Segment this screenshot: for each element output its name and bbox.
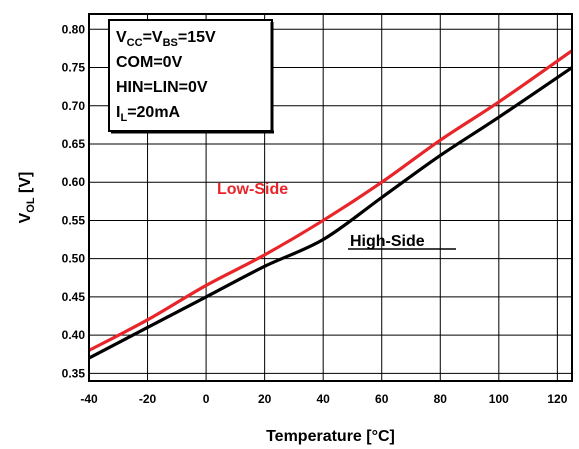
y-axis-title-unit: [V] (17, 172, 34, 198)
condition-text: =15V (178, 29, 216, 46)
x-tick-label: 20 (258, 392, 272, 406)
condition-line: IL=20mA (116, 104, 181, 124)
series-label-high-side: High-Side (350, 233, 425, 250)
series-labels: Low-Side High-Side (217, 181, 456, 250)
series-lines (88, 49, 573, 360)
conditions-box: VCC=VBS=15V COM=0V HIN=LIN=0V IL=20mA (108, 19, 274, 134)
x-tick-label: 60 (375, 392, 389, 406)
condition-text: HIN=LIN=0V (116, 79, 208, 96)
y-tick-label: 0.75 (62, 61, 86, 75)
tick-labels: -40 -20 0 20 40 60 80 100 120 0.35 0.40 0.45 0.50 0.5… (62, 22, 568, 406)
series-line-high-side (88, 66, 573, 360)
x-tick-label: -20 (139, 392, 157, 406)
condition-line: VCC=VBS=15V (116, 29, 216, 49)
y-tick-label: 0.40 (62, 328, 86, 342)
y-tick-label: 0.50 (62, 252, 86, 266)
y-tick-label: 0.45 (62, 290, 86, 304)
y-tick-label: 0.70 (62, 99, 86, 113)
condition-subscript: BS (163, 37, 178, 49)
condition-line: HIN=LIN=0V (116, 79, 208, 96)
grid (88, 14, 572, 381)
y-tick-label: 0.60 (62, 175, 86, 189)
x-axis-title: Temperature [°C] (266, 428, 395, 445)
condition-line: COM=0V (116, 54, 183, 71)
x-tick-label: 0 (203, 392, 210, 406)
x-tick-label: 80 (434, 392, 448, 406)
condition-text: V (116, 29, 127, 46)
y-axis-title: VOL [V] (17, 172, 37, 224)
x-tick-label: 40 (317, 392, 331, 406)
series-label-low-side: Low-Side (217, 181, 288, 198)
condition-text: COM=0V (116, 54, 183, 71)
y-tick-label: 0.35 (62, 366, 86, 380)
condition-subscript: CC (127, 37, 143, 49)
x-tick-label: 100 (489, 392, 509, 406)
condition-text: I (116, 104, 120, 121)
series-line-low-side (88, 49, 573, 352)
y-axis-title-sub: OL (25, 197, 37, 213)
x-tick-label: 120 (547, 392, 567, 406)
y-axis-title-main: V (17, 212, 34, 223)
condition-subscript: L (120, 112, 127, 124)
x-tick-label: -40 (80, 392, 98, 406)
condition-text: =V (143, 29, 163, 46)
condition-text: =20mA (127, 104, 180, 121)
y-tick-label: 0.65 (62, 137, 86, 151)
y-tick-label: 0.55 (62, 213, 86, 227)
y-tick-label: 0.80 (62, 22, 86, 36)
plot-frame (88, 13, 573, 382)
